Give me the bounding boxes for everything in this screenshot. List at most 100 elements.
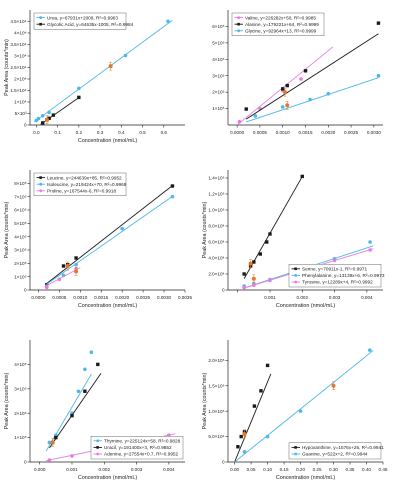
legend-entry: Glycine, y=92964x+13, R²=0.9999 [245, 29, 317, 34]
data-point [368, 240, 372, 244]
data-point [47, 458, 52, 462]
legend-marker [39, 22, 42, 26]
series-1 [236, 46, 334, 126]
data-point [252, 283, 256, 288]
legend-box [90, 436, 184, 460]
data-point [265, 434, 270, 439]
x-tick-label: 0.0000 [31, 295, 45, 300]
x-tick-label: 0.35 [346, 467, 355, 472]
legend-entry: Tyrosine, y=12289x+4, R²=0.9992 [302, 280, 373, 285]
y-tick-label: 2×10⁵ [212, 90, 224, 95]
data-point [74, 256, 78, 260]
data-point [166, 19, 170, 24]
x-tick-label: 0.0020 [115, 295, 129, 300]
x-tick-label: 0.0025 [344, 130, 358, 135]
y-tick-label: 3×10⁴ [14, 54, 26, 59]
y-axis-title: Peak Area (counts*min) [4, 201, 10, 258]
y-axis-title: Peak Area (counts*min) [4, 372, 10, 429]
chart-1: 0.0 0.1 0.2 0.3 0.4 0.5 0.6 0 5×10³ 1×10⁴ 1.5×10⁴ 2… [4, 10, 185, 144]
data-point [265, 363, 270, 368]
legend-marker [39, 16, 43, 19]
x-tick-label: 0.0010 [276, 130, 290, 135]
x-tick-label: 0.0005 [52, 295, 66, 300]
y-tick-label: 0 [24, 123, 27, 128]
legend-entry: Uracil, y=191400x+3, R²=0.9852 [104, 445, 172, 450]
data-point [259, 389, 263, 393]
fit-line [33, 20, 173, 123]
data-point [242, 285, 246, 290]
y-tick-label: 6.0×10⁴ [208, 240, 224, 245]
legend-marker [39, 176, 42, 179]
x-tick-label: 0.0035 [178, 295, 192, 300]
data-point [41, 121, 45, 125]
y-tick-label: 4×10⁴ [14, 31, 26, 36]
fit-line [234, 350, 374, 463]
y-tick-label: 4.0×10⁴ [208, 256, 224, 261]
data-point [308, 97, 312, 102]
x-tick-label: 0.0015 [298, 130, 312, 135]
series-3 [246, 73, 381, 123]
x-tick-label: 0.0015 [94, 295, 108, 300]
x-tick-label: 0.45 [379, 467, 388, 472]
data-point [242, 272, 246, 276]
data-point [300, 174, 304, 179]
y-tick-label: 4×10⁵ [14, 362, 26, 367]
x-tick-label: 0.001 [66, 467, 78, 472]
series-1 [45, 350, 94, 452]
y-axis-title: Peak Area (counts*min) [4, 39, 10, 96]
legend-marker [237, 22, 240, 26]
y-tick-label: 1×10⁵ [14, 435, 26, 440]
data-point [242, 450, 247, 454]
data-point [123, 53, 128, 58]
highlight-point [74, 269, 79, 274]
legend-marker [294, 267, 297, 271]
legend-marker [96, 452, 100, 456]
data-point [44, 285, 49, 290]
legend-entry: Thymine, y=225124x+58, R²=0.9828 [104, 439, 181, 444]
y-tick-label: 4.5×10⁴ [10, 19, 26, 24]
y-tick-label: 1.0×10⁵ [208, 409, 224, 414]
highlight-point [282, 90, 287, 95]
y-tick-label: 4×10⁵ [14, 234, 26, 239]
fit-line [49, 373, 102, 449]
legend-entry: Hypoxanthine, y=1576x+26, R²=0.9941 [302, 445, 384, 450]
legend-marker [39, 182, 43, 186]
chart-5: 0.000 0.001 0.002 0.003 0.004 0 1×10⁵ 2×10⁵ 3×10… [4, 340, 185, 481]
highlight-point [44, 117, 49, 122]
legend-entry: Leucine, y=244639x+85, R²=0.9952 [47, 175, 122, 180]
legend-marker [237, 16, 241, 19]
fit-line [46, 185, 173, 284]
legend-entry: Proline, y=167544x-6, R²=0.9918 [47, 189, 116, 194]
data-point [70, 454, 74, 458]
x-tick-label: 0.20 [296, 467, 305, 472]
data-point [61, 264, 66, 268]
x-tick-label: 0.10 [263, 467, 272, 472]
y-tick-label: 2×10⁵ [14, 411, 26, 416]
x-tick-label: 0.2 [76, 130, 83, 135]
x-tick-label: 0.6 [161, 130, 168, 135]
x-tick-label: 0.004 [361, 295, 373, 300]
data-point [239, 434, 243, 439]
y-tick-label: 1.2×10⁵ [208, 192, 224, 197]
x-tick-label: 0.0030 [367, 130, 381, 135]
data-point [36, 116, 41, 121]
legend-box [231, 12, 325, 36]
highlight-point [248, 261, 253, 266]
x-axis-title: Concentration (nmol/mL) [78, 138, 138, 144]
legend-entry: Glycolic Acid, y=64635x-1005, R²=0.9984 [47, 22, 134, 27]
y-tick-label: 2×10⁵ [14, 261, 26, 266]
y-tick-label: 1.5×10⁴ [10, 88, 26, 93]
data-point [47, 110, 51, 115]
series-2 [44, 194, 175, 288]
data-point [40, 114, 45, 118]
data-point [170, 184, 175, 188]
y-tick-label: 3.5×10⁴ [10, 42, 26, 47]
y-tick-label: 5.0×10⁴ [208, 434, 224, 439]
x-tick-label: 0.002 [99, 467, 111, 472]
legend-box [33, 172, 127, 196]
data-point [51, 113, 56, 117]
highlight-point [331, 383, 336, 388]
y-tick-label: 1.5×10⁵ [208, 383, 224, 388]
series-1 [45, 184, 175, 287]
data-point [57, 277, 62, 282]
